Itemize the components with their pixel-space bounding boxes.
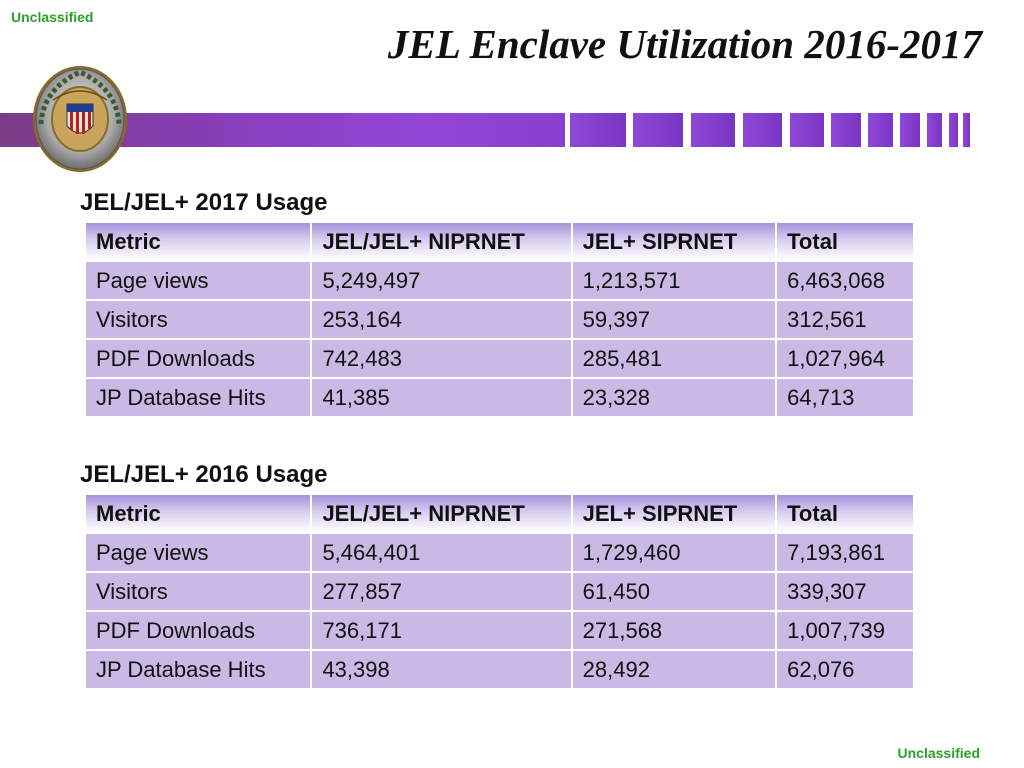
- band-block: [570, 113, 626, 147]
- table-row: PDF Downloads 736,171 271,568 1,007,739: [86, 612, 913, 649]
- cell-siprnet: 28,492: [572, 651, 776, 688]
- band-block: [900, 113, 920, 147]
- cell-metric: JP Database Hits: [86, 379, 311, 416]
- band-block: [743, 113, 782, 147]
- cell-siprnet: 61,450: [572, 573, 776, 610]
- cell-metric: Page views: [86, 262, 311, 299]
- cell-niprnet: 253,164: [312, 301, 571, 338]
- table-row: PDF Downloads 742,483 285,481 1,027,964: [86, 340, 913, 377]
- table-2016-title: JEL/JEL+ 2016 Usage: [80, 461, 328, 488]
- slide-title: JEL Enclave Utilization 2016-2017: [387, 21, 982, 67]
- band-block: [790, 113, 824, 147]
- table-row: Page views 5,249,497 1,213,571 6,463,068: [86, 262, 913, 299]
- column-header-total: Total: [777, 495, 913, 532]
- table-row: Page views 5,464,401 1,729,460 7,193,861: [86, 534, 913, 571]
- cell-siprnet: 285,481: [572, 340, 776, 377]
- band-block: [691, 113, 735, 147]
- column-header-siprnet: JEL+ SIPRNET: [572, 495, 776, 532]
- table-row: Visitors 253,164 59,397 312,561: [86, 301, 913, 338]
- table-header-row: Metric JEL/JEL+ NIPRNET JEL+ SIPRNET Tot…: [86, 495, 913, 532]
- cell-total: 1,027,964: [777, 340, 913, 377]
- band-block: [927, 113, 942, 147]
- cell-siprnet: 271,568: [572, 612, 776, 649]
- cell-niprnet: 742,483: [312, 340, 571, 377]
- cell-niprnet: 736,171: [312, 612, 571, 649]
- title-band-blocks: [0, 113, 1024, 147]
- cell-siprnet: 1,729,460: [572, 534, 776, 571]
- table-2017-title: JEL/JEL+ 2017 Usage: [80, 189, 328, 216]
- cell-metric: JP Database Hits: [86, 651, 311, 688]
- cell-niprnet: 43,398: [312, 651, 571, 688]
- cell-total: 339,307: [777, 573, 913, 610]
- cell-metric: PDF Downloads: [86, 612, 311, 649]
- cell-niprnet: 5,464,401: [312, 534, 571, 571]
- band-block: [868, 113, 893, 147]
- cell-siprnet: 23,328: [572, 379, 776, 416]
- column-header-siprnet: JEL+ SIPRNET: [572, 223, 776, 260]
- cell-total: 7,193,861: [777, 534, 913, 571]
- cell-metric: Visitors: [86, 573, 311, 610]
- usage-table-2017: Metric JEL/JEL+ NIPRNET JEL+ SIPRNET Tot…: [84, 221, 915, 418]
- cell-metric: PDF Downloads: [86, 340, 311, 377]
- table-row: JP Database Hits 41,385 23,328 64,713: [86, 379, 913, 416]
- band-block: [963, 113, 970, 147]
- cell-niprnet: 277,857: [312, 573, 571, 610]
- cell-metric: Page views: [86, 534, 311, 571]
- usage-table-2016: Metric JEL/JEL+ NIPRNET JEL+ SIPRNET Tot…: [84, 493, 915, 690]
- cell-total: 64,713: [777, 379, 913, 416]
- band-block: [949, 113, 958, 147]
- column-header-niprnet: JEL/JEL+ NIPRNET: [312, 495, 571, 532]
- cell-metric: Visitors: [86, 301, 311, 338]
- table-row: Visitors 277,857 61,450 339,307: [86, 573, 913, 610]
- table-header-row: Metric JEL/JEL+ NIPRNET JEL+ SIPRNET Tot…: [86, 223, 913, 260]
- column-header-metric: Metric: [86, 495, 311, 532]
- band-block: [633, 113, 683, 147]
- table-row: JP Database Hits 43,398 28,492 62,076: [86, 651, 913, 688]
- cell-niprnet: 41,385: [312, 379, 571, 416]
- cell-total: 1,007,739: [777, 612, 913, 649]
- cell-total: 6,463,068: [777, 262, 913, 299]
- column-header-metric: Metric: [86, 223, 311, 260]
- cell-total: 312,561: [777, 301, 913, 338]
- column-header-niprnet: JEL/JEL+ NIPRNET: [312, 223, 571, 260]
- cell-niprnet: 5,249,497: [312, 262, 571, 299]
- cell-total: 62,076: [777, 651, 913, 688]
- column-header-total: Total: [777, 223, 913, 260]
- cell-siprnet: 59,397: [572, 301, 776, 338]
- classification-top: Unclassified: [11, 9, 94, 25]
- cell-siprnet: 1,213,571: [572, 262, 776, 299]
- joint-chiefs-seal-icon: [33, 66, 127, 172]
- classification-bottom: Unclassified: [897, 745, 980, 761]
- band-block: [831, 113, 861, 147]
